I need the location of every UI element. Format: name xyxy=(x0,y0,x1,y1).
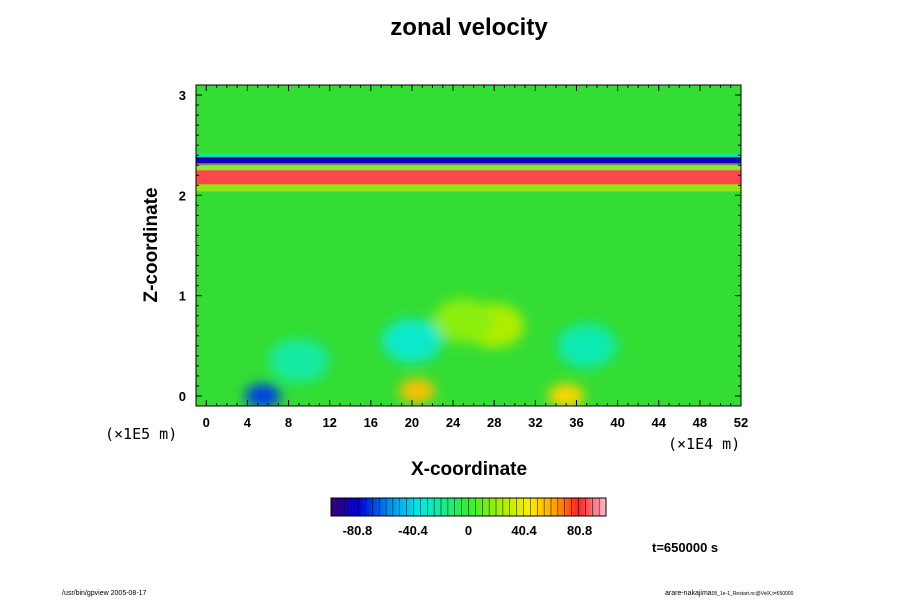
colorbar-tick-label: -80.8 xyxy=(343,523,373,538)
z-unit-label: (×1E5 m) xyxy=(105,425,178,443)
field-blob-1 xyxy=(548,383,585,406)
field-blob-4 xyxy=(433,298,494,343)
field-blob-0 xyxy=(399,378,436,403)
colorbar-tick-label: -40.4 xyxy=(398,523,428,538)
x-tick-label: 20 xyxy=(405,415,419,430)
x-tick-label: 28 xyxy=(487,415,501,430)
heatmap-field xyxy=(196,85,741,406)
colorbar-tick-label: 40.4 xyxy=(511,523,537,538)
field-blob-6 xyxy=(556,323,617,368)
x-tick-label: 36 xyxy=(569,415,583,430)
x-tick-label: 24 xyxy=(446,415,461,430)
x-tick-label: 16 xyxy=(364,415,378,430)
footer-file: 05_1e-1_Restart.nc@VelX,t=650000 xyxy=(711,591,794,597)
y-tick-label: 3 xyxy=(179,88,186,103)
jet-band-0 xyxy=(196,157,741,166)
jet-band-1 xyxy=(196,170,741,185)
footer-author: arare-nakajima xyxy=(665,590,712,597)
x-tick-label: 0 xyxy=(203,415,210,430)
x-tick-label: 40 xyxy=(610,415,624,430)
x-axis-label: X-coordinate xyxy=(410,459,528,480)
footer-command: /usr/bin/gpview 2005-08-17 xyxy=(62,590,147,597)
x-unit-label: (×1E4 m) xyxy=(668,435,741,453)
x-tick-label: 8 xyxy=(285,415,292,430)
field-blob-7 xyxy=(268,338,329,383)
x-tick-label: 12 xyxy=(322,415,336,430)
field-blob-2 xyxy=(244,383,281,406)
x-tick-label: 48 xyxy=(693,415,707,430)
colorbar-tick-label: 0 xyxy=(465,523,472,538)
chart-title: zonal velocity xyxy=(390,14,548,41)
x-tick-label: 44 xyxy=(652,415,667,430)
y-tick-label: 2 xyxy=(179,188,186,203)
time-label: t=650000 s xyxy=(652,540,719,555)
y-tick-label: 0 xyxy=(179,389,186,404)
footer-source: arare-nakajima05_1e-1_Restart.nc@VelX,t=… xyxy=(665,590,793,597)
field-blob-5 xyxy=(381,318,442,363)
y-axis-label: Z-coordinate xyxy=(141,187,162,303)
x-tick-label: 4 xyxy=(244,415,252,430)
y-tick-label: 1 xyxy=(179,289,186,304)
x-tick-label: 32 xyxy=(528,415,542,430)
colorbar-tick-label: 80.8 xyxy=(567,523,592,538)
x-tick-label: 52 xyxy=(734,415,748,430)
